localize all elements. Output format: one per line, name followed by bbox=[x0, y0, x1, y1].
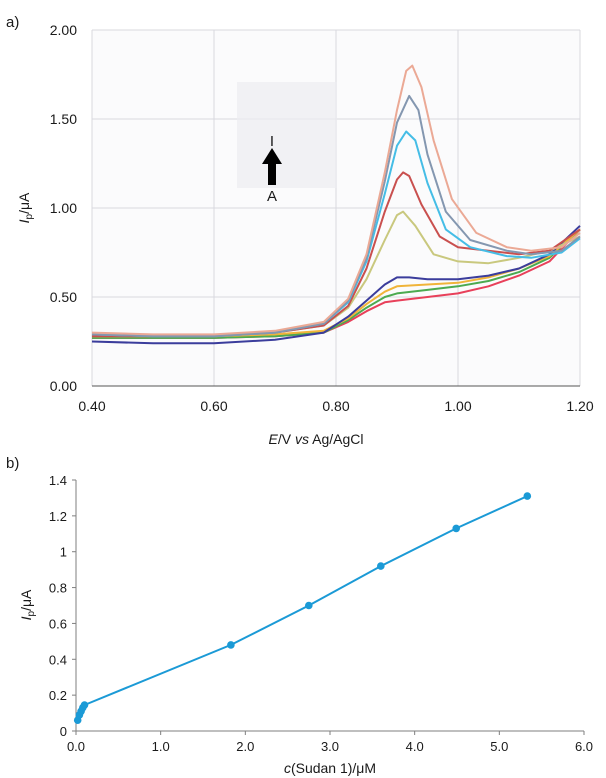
panel-b-label: b) bbox=[6, 455, 19, 472]
annotation-box bbox=[237, 82, 337, 188]
voltammogram-line-2 bbox=[92, 228, 581, 339]
y-tick-label: 0.2 bbox=[49, 688, 67, 703]
y-tick-label: 0 bbox=[60, 724, 67, 739]
arrow-top-label: I bbox=[270, 133, 274, 150]
y-tick-label: 0.8 bbox=[49, 581, 67, 596]
x-axis-label-b: c(Sudan 1)/μM bbox=[284, 760, 376, 776]
voltammogram-line-9 bbox=[91, 64, 581, 336]
x-tick-label: 4.0 bbox=[406, 739, 424, 754]
x-tick-label: 0.0 bbox=[67, 739, 85, 754]
data-point bbox=[523, 492, 532, 500]
panel-a-label: a) bbox=[6, 14, 19, 31]
y-tick-label: 1 bbox=[60, 545, 67, 560]
voltammogram-line-8 bbox=[91, 94, 581, 338]
y-tick-label: 2.00 bbox=[50, 22, 77, 38]
y-ticks-b: 0 0.2 0.4 0.6 0.8 1 1.2 1.4 bbox=[49, 473, 76, 739]
x-ticks-a: 0.40 0.60 0.80 1.00 1.20 bbox=[78, 398, 593, 414]
x-tick-label: 6.0 bbox=[575, 739, 593, 754]
y-tick-label: 0.50 bbox=[50, 289, 77, 305]
voltammogram-line-4 bbox=[91, 225, 581, 345]
panel-a: a) I A 0.40 0.60 0.80 1.00 1.20 0.00 0.50 1.00… bbox=[6, 14, 594, 447]
concentration-arrow: I A bbox=[262, 133, 282, 205]
calibration-line bbox=[76, 495, 528, 721]
panel-b: b) 0.0 1.0 2.0 3.0 4.0 5.0 6.0 0 0.2 0.4 0.6 0.8 1 1… bbox=[6, 455, 593, 776]
y-axis-label-a: Ip/μA bbox=[16, 192, 35, 223]
x-tick-label: 1.20 bbox=[566, 398, 593, 414]
x-tick-label: 1.0 bbox=[152, 739, 170, 754]
y-tick-label: 1.00 bbox=[50, 200, 77, 216]
x-tick-label: 0.80 bbox=[322, 398, 349, 414]
x-ticks-b: 0.0 1.0 2.0 3.0 4.0 5.0 6.0 bbox=[67, 731, 593, 754]
arrow-shaft bbox=[268, 162, 276, 185]
data-point bbox=[377, 562, 385, 570]
data-point bbox=[305, 601, 313, 610]
arrow-bottom-label: A bbox=[267, 188, 277, 205]
y-axis-label-b: Ip/μA bbox=[18, 589, 37, 620]
data-point bbox=[452, 524, 461, 533]
x-tick-label: 5.0 bbox=[490, 739, 508, 754]
series-group-b bbox=[73, 492, 532, 724]
y-tick-label: 0.00 bbox=[50, 378, 77, 394]
x-tick-label: 0.60 bbox=[200, 398, 227, 414]
y-tick-label: 1.2 bbox=[49, 509, 67, 524]
y-tick-label: 0.6 bbox=[49, 616, 67, 631]
series-group-a bbox=[91, 64, 581, 345]
y-ticks-a: 0.00 0.50 1.00 1.50 2.00 bbox=[50, 22, 77, 394]
y-tick-label: 0.4 bbox=[49, 652, 67, 667]
arrow-head-icon bbox=[262, 148, 282, 164]
data-point bbox=[227, 641, 235, 649]
y-tick-label: 1.50 bbox=[50, 111, 77, 127]
x-axis-label-a: E/V vs Ag/AgCl bbox=[269, 431, 364, 447]
x-tick-label: 2.0 bbox=[236, 739, 254, 754]
y-tick-label: 1.4 bbox=[49, 473, 67, 488]
x-tick-label: 0.40 bbox=[78, 398, 105, 414]
x-tick-label: 3.0 bbox=[321, 739, 339, 754]
x-tick-label: 1.00 bbox=[444, 398, 471, 414]
data-point bbox=[80, 701, 89, 709]
